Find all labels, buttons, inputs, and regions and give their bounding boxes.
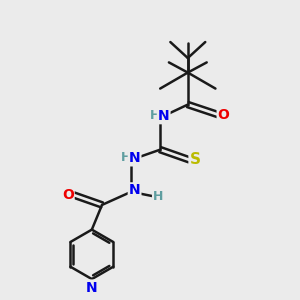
Text: O: O [218, 108, 230, 122]
Text: H: H [150, 109, 160, 122]
Text: N: N [129, 183, 140, 197]
Text: H: H [121, 151, 131, 164]
Text: H: H [153, 190, 163, 203]
Text: O: O [62, 188, 74, 202]
Text: N: N [86, 280, 98, 295]
Text: N: N [129, 152, 140, 165]
Text: S: S [190, 152, 201, 167]
Text: N: N [158, 109, 170, 123]
